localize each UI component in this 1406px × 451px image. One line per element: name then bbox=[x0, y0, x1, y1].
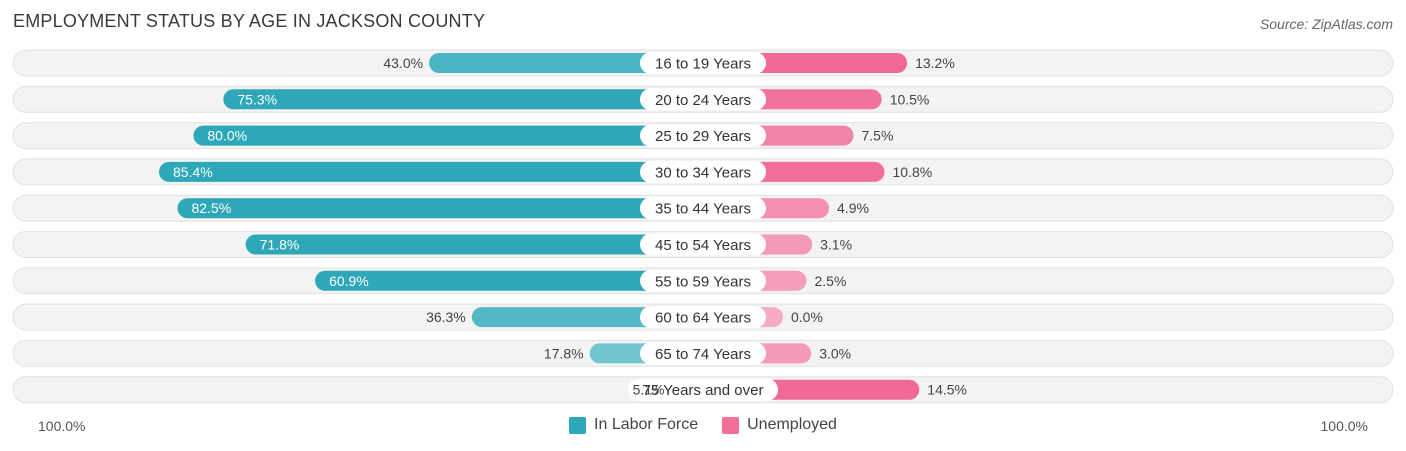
category-pill bbox=[640, 233, 766, 256]
labor-bar bbox=[177, 198, 704, 219]
labor-value-label: 85.4% bbox=[173, 164, 213, 180]
unemployed-value-label: 3.0% bbox=[819, 345, 851, 361]
category-label: 20 to 24 Years bbox=[655, 92, 751, 109]
category-label: 65 to 74 Years bbox=[655, 346, 751, 363]
unemployed-value-label: 14.5% bbox=[927, 382, 967, 398]
labor-value-label: 71.8% bbox=[260, 237, 300, 253]
labor-bar bbox=[223, 89, 704, 110]
legend-item-labor: In Labor Force bbox=[569, 416, 698, 434]
legend-label-unemployed: Unemployed bbox=[747, 416, 837, 433]
category-label: 25 to 29 Years bbox=[655, 128, 751, 145]
labor-bar bbox=[429, 53, 703, 73]
labor-value-label: 75.3% bbox=[237, 91, 277, 107]
labor-value-label: 43.0% bbox=[383, 55, 423, 71]
unemployed-value-label: 0.0% bbox=[791, 309, 823, 325]
category-label: 30 to 34 Years bbox=[655, 164, 751, 181]
category-label: 55 to 59 Years bbox=[655, 273, 751, 290]
labor-value-label: 5.1% bbox=[633, 382, 665, 398]
unemployed-value-label: 13.2% bbox=[915, 55, 955, 71]
legend: In Labor Force Unemployed bbox=[0, 416, 1406, 434]
category-label: 35 to 44 Years bbox=[655, 201, 751, 218]
category-label: 60 to 64 Years bbox=[655, 310, 751, 327]
labor-value-label: 82.5% bbox=[191, 200, 231, 216]
category-label: 16 to 19 Years bbox=[655, 56, 751, 73]
legend-swatch-unemployed bbox=[722, 416, 740, 434]
axis-left-label: 100.0% bbox=[38, 418, 86, 434]
category-pill bbox=[640, 306, 766, 329]
labor-bar bbox=[193, 125, 703, 146]
legend-swatch-labor bbox=[569, 416, 587, 434]
legend-label-labor: In Labor Force bbox=[594, 416, 699, 433]
category-label: 45 to 54 Years bbox=[655, 237, 751, 254]
category-pill bbox=[628, 378, 778, 401]
category-pill bbox=[640, 269, 766, 292]
unemployed-value-label: 10.5% bbox=[890, 91, 930, 107]
labor-value-label: 36.3% bbox=[426, 309, 466, 325]
category-pill bbox=[640, 52, 766, 74]
axis-right-label: 100.0% bbox=[1320, 418, 1368, 434]
labor-bar bbox=[315, 270, 703, 291]
labor-value-label: 80.0% bbox=[207, 128, 247, 144]
source-label: Source: ZipAtlas.com bbox=[1259, 16, 1393, 32]
category-pill bbox=[640, 342, 766, 365]
legend-item-unemployed: Unemployed bbox=[722, 416, 837, 434]
category-pill bbox=[640, 88, 766, 111]
unemployed-value-label: 10.8% bbox=[893, 164, 933, 180]
unemployed-value-label: 2.5% bbox=[815, 273, 847, 289]
unemployed-value-label: 4.9% bbox=[837, 200, 869, 216]
unemployed-value-label: 3.1% bbox=[820, 237, 852, 253]
category-pill bbox=[640, 160, 766, 183]
labor-bar bbox=[159, 161, 703, 182]
category-pill bbox=[640, 124, 766, 147]
chart-title: EMPLOYMENT STATUS BY AGE IN JACKSON COUN… bbox=[13, 11, 486, 31]
labor-value-label: 17.8% bbox=[544, 345, 584, 361]
category-label: 75 Years and over bbox=[643, 382, 764, 399]
category-pill bbox=[640, 197, 766, 220]
labor-bar bbox=[245, 234, 703, 255]
labor-value-label: 60.9% bbox=[329, 273, 369, 289]
unemployed-value-label: 7.5% bbox=[862, 128, 894, 144]
